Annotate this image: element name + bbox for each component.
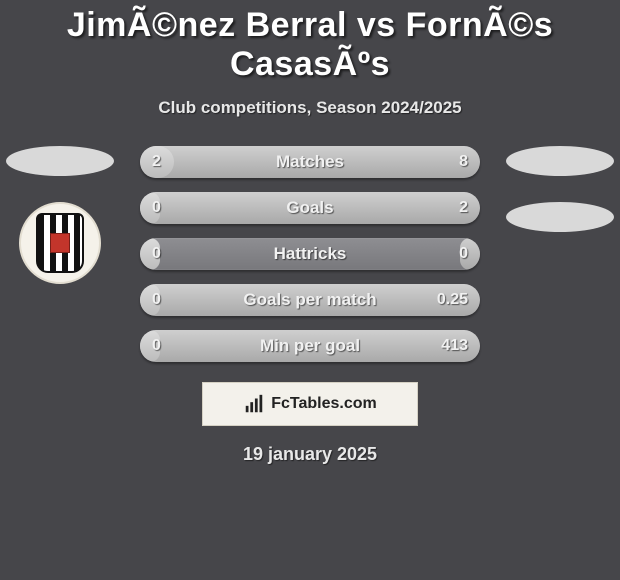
stat-left-value: 0 <box>152 199 161 217</box>
right-badge-column <box>500 146 620 232</box>
bar-chart-icon <box>243 393 265 415</box>
stat-row: 2 Matches 8 <box>140 146 480 178</box>
stat-row: 0 Goals per match 0.25 <box>140 284 480 316</box>
stat-right-value: 8 <box>459 153 468 171</box>
crest-shield-icon <box>36 213 84 273</box>
page-title: JimÃ©nez Berral vs FornÃ©s CasasÃºs <box>0 0 620 84</box>
stat-label: Hattricks <box>274 244 347 264</box>
stat-label: Goals <box>286 198 333 218</box>
fctables-logo: FcTables.com <box>202 382 418 426</box>
left-badge-column <box>0 146 120 284</box>
stat-right-value: 0.25 <box>437 291 468 309</box>
stat-label: Matches <box>276 152 344 172</box>
placeholder-ellipse <box>506 146 614 176</box>
stat-row: 0 Min per goal 413 <box>140 330 480 362</box>
stat-left-value: 2 <box>152 153 161 171</box>
stat-right-value: 0 <box>459 245 468 263</box>
placeholder-ellipse <box>506 202 614 232</box>
placeholder-ellipse <box>6 146 114 176</box>
stat-row: 0 Goals 2 <box>140 192 480 224</box>
stat-left-value: 0 <box>152 245 161 263</box>
stat-rows: 2 Matches 8 0 Goals 2 0 Hattricks 0 0 Goals per ma… <box>140 146 480 362</box>
subtitle: Club competitions, Season 2024/2025 <box>0 98 620 118</box>
logo-text: FcTables.com <box>271 395 377 413</box>
stat-label: Goals per match <box>243 290 376 310</box>
stat-label: Min per goal <box>260 336 360 356</box>
stat-right-value: 413 <box>441 337 468 355</box>
stat-row: 0 Hattricks 0 <box>140 238 480 270</box>
date-line: 19 january 2025 <box>0 444 620 465</box>
club-crest-left <box>19 202 101 284</box>
stat-left-value: 0 <box>152 337 161 355</box>
stat-right-value: 2 <box>459 199 468 217</box>
stats-area: 2 Matches 8 0 Goals 2 0 Hattricks 0 0 Goals per ma… <box>0 146 620 362</box>
stat-left-value: 0 <box>152 291 161 309</box>
